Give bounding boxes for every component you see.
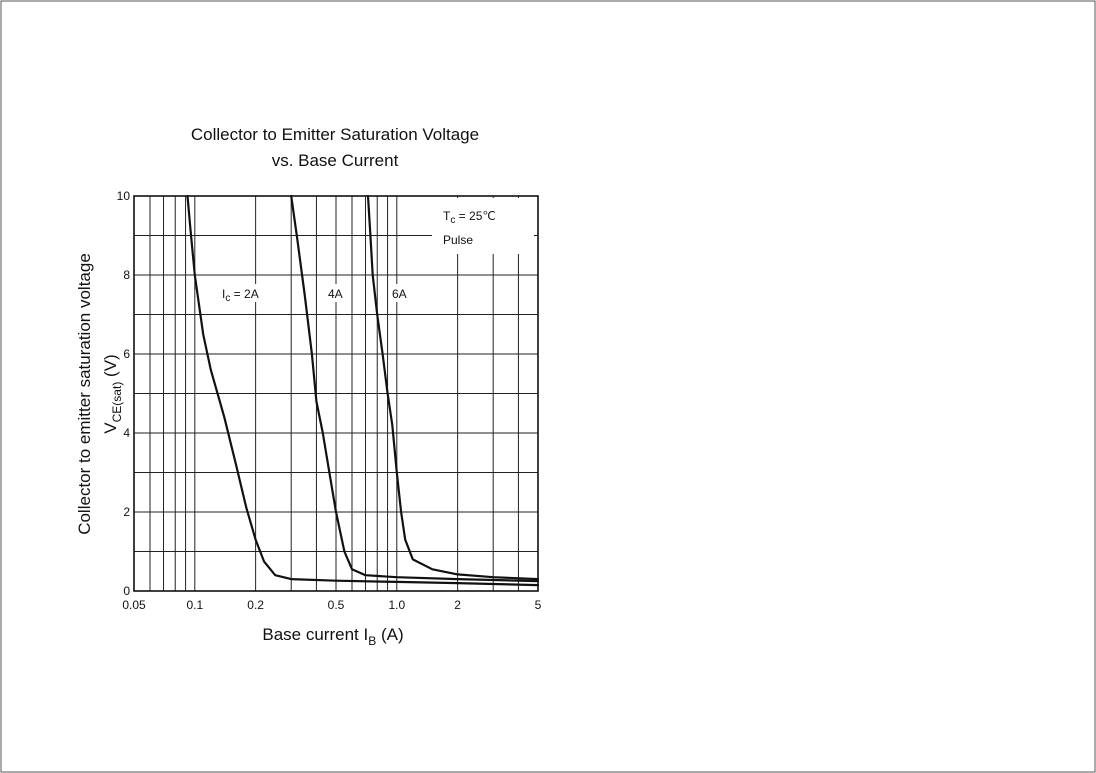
x-tick-label: 0.5 [328, 598, 345, 612]
series-label-bg-2a [219, 284, 281, 302]
series-label-bg-6a [390, 284, 414, 302]
plot-area-border [133, 195, 539, 592]
series-line-1 [186, 194, 540, 587]
condition-temperature: Tc = 25℃ [443, 209, 496, 226]
x-tick-label: 5 [535, 598, 542, 612]
chart-title-line-2: vs. Base Current [272, 151, 399, 170]
x-tick-label: 0.1 [186, 598, 203, 612]
series-label-bg-4a [326, 284, 350, 302]
y-tick-label: 4 [123, 426, 130, 440]
chart-title-line-1: Collector to Emitter Saturation Voltage [191, 125, 479, 144]
y-axis-label-line-1: Collector to emitter saturation voltage [75, 253, 94, 535]
y-axis-label: Collector to emitter saturation voltage … [75, 253, 124, 535]
series-label-4a: 4A [328, 287, 343, 301]
series-label-2a: Ic = 2A [222, 287, 259, 304]
conditions-box [432, 198, 534, 254]
x-tick-label: 0.2 [247, 598, 264, 612]
series-line-2 [290, 194, 540, 583]
x-axis-label: Base current IB (A) [262, 625, 403, 648]
y-tick-label: 0 [123, 584, 130, 598]
y-tick-label: 10 [117, 189, 131, 203]
grid-lines [134, 196, 538, 591]
x-tick-label: 0.05 [122, 598, 146, 612]
y-tick-labels: 0 2 4 6 8 10 [117, 189, 131, 598]
x-tick-label: 2 [454, 598, 461, 612]
condition-pulse: Pulse [443, 233, 473, 247]
y-tick-label: 8 [123, 268, 130, 282]
x-tick-labels: 0.05 0.1 0.2 0.5 1.0 2 5 [122, 598, 541, 612]
plot-frame [133, 195, 539, 592]
series-lines [186, 194, 540, 587]
y-tick-label: 2 [123, 505, 130, 519]
series-label-6a: 6A [392, 287, 407, 301]
x-tick-label: 1.0 [388, 598, 405, 612]
series-line-3 [366, 194, 540, 581]
y-axis-label-line-2: VCE(sat) (V) [101, 354, 124, 433]
y-tick-label: 6 [123, 347, 130, 361]
